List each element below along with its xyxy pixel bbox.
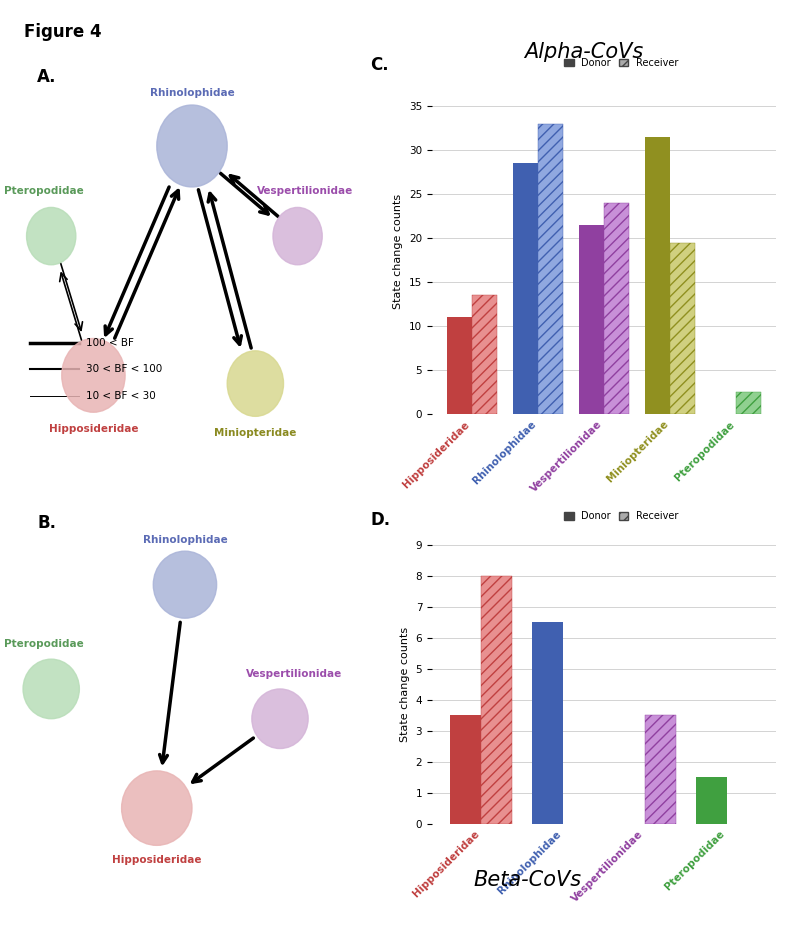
Text: A.: A. [37, 68, 57, 87]
Circle shape [157, 105, 227, 187]
Bar [532, 622, 563, 824]
Circle shape [26, 208, 76, 264]
Text: 10 < BF < 30: 10 < BF < 30 [86, 391, 156, 401]
Bar [604, 203, 629, 414]
Text: Rhinolophidae: Rhinolophidae [142, 535, 227, 545]
Text: 30 < BF < 100: 30 < BF < 100 [86, 364, 162, 374]
Text: Beta-CoVs: Beta-CoVs [474, 870, 582, 890]
Bar [513, 163, 538, 414]
Legend: Donor, Receiver: Donor, Receiver [560, 507, 682, 525]
Text: Miniopteridae: Miniopteridae [214, 427, 297, 438]
Y-axis label: State change counts: State change counts [400, 627, 410, 742]
Circle shape [62, 339, 125, 412]
Text: Hipposideridae: Hipposideridae [112, 856, 202, 865]
Bar [450, 715, 481, 824]
Bar [670, 243, 695, 414]
Text: Hipposideridae: Hipposideridae [49, 424, 138, 434]
Text: Pteropodidae: Pteropodidae [4, 640, 84, 649]
Text: C.: C. [370, 56, 389, 74]
Circle shape [227, 351, 283, 416]
Text: 100 < BF: 100 < BF [86, 338, 134, 347]
Bar [579, 225, 604, 414]
Circle shape [122, 771, 192, 845]
Bar [696, 777, 727, 824]
Y-axis label: State change counts: State change counts [394, 194, 403, 309]
Circle shape [154, 551, 217, 618]
Bar [538, 124, 563, 414]
Bar [472, 295, 497, 414]
Text: Vespertilionidae: Vespertilionidae [257, 186, 353, 196]
Text: Pteropodidae: Pteropodidae [4, 186, 84, 196]
Bar [446, 317, 472, 414]
Bar [645, 137, 670, 414]
Text: Vespertilionidae: Vespertilionidae [246, 669, 342, 679]
Bar [481, 575, 512, 824]
Text: Rhinolophidae: Rhinolophidae [150, 88, 234, 98]
Text: Alpha-CoVs: Alpha-CoVs [524, 42, 644, 61]
Text: D.: D. [370, 511, 390, 529]
Bar [736, 392, 762, 414]
Circle shape [252, 689, 308, 749]
Text: B.: B. [37, 514, 56, 532]
Circle shape [273, 208, 322, 264]
Legend: Donor, Receiver: Donor, Receiver [560, 54, 682, 72]
Bar [645, 715, 676, 824]
Circle shape [23, 659, 79, 719]
Text: Figure 4: Figure 4 [24, 23, 102, 41]
